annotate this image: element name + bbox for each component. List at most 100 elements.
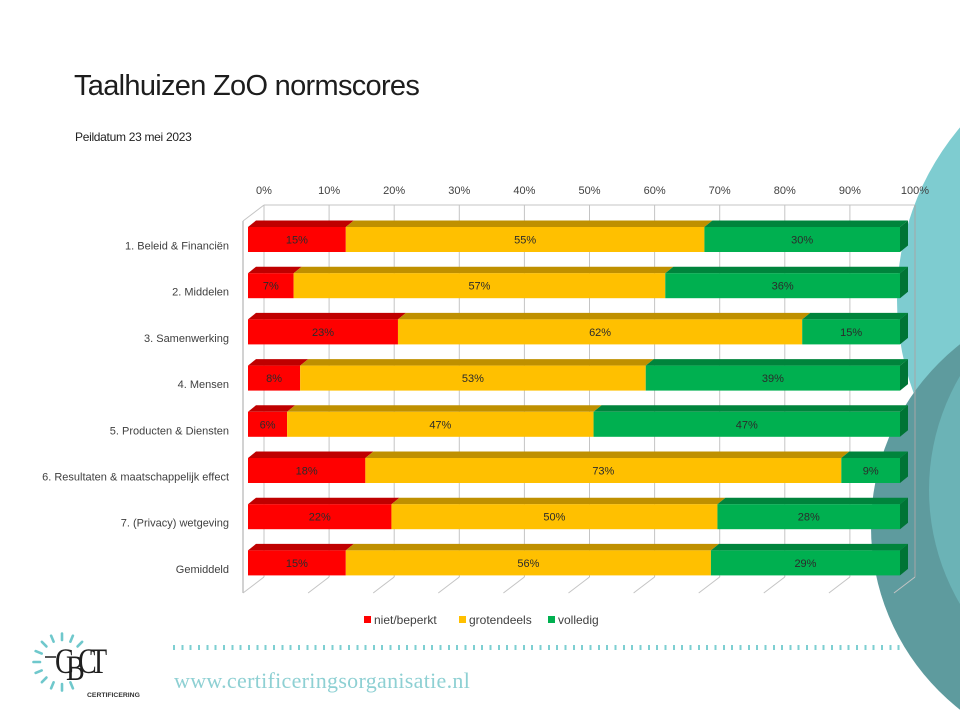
- logo-ray: [69, 634, 75, 643]
- bar-segment-grotendeels: [287, 411, 594, 437]
- data-label: 15%: [286, 558, 308, 570]
- bar-segment-top-face: [248, 312, 406, 320]
- legend-swatch: [548, 616, 555, 623]
- floor-gridline: [437, 576, 460, 594]
- logo-letter: C: [78, 641, 97, 681]
- bar-segment-volledig: [717, 504, 900, 530]
- bar-segment-top-face: [593, 405, 908, 412]
- bar-end-side-face: [900, 543, 908, 576]
- category-label: 6. Resultaten & maatschappelijk effect: [42, 472, 229, 484]
- bar-segment-volledig: [841, 458, 900, 483]
- bar-segment-volledig: [802, 319, 900, 345]
- floor-gridline: [763, 576, 786, 594]
- bars: [248, 220, 908, 576]
- bar-segment-niet-beperkt: [248, 504, 392, 530]
- category-label: Gemiddeld: [176, 564, 229, 576]
- data-label: 29%: [794, 558, 816, 570]
- bar-segment-volledig: [645, 365, 900, 391]
- bar-segment-top-face: [248, 405, 296, 412]
- bar-segment-grotendeels: [300, 365, 646, 391]
- bar-segment-grotendeels: [397, 319, 803, 345]
- legend-label: niet/beperkt: [374, 613, 437, 627]
- data-label: 23%: [312, 327, 334, 339]
- bar-segment-niet-beperkt: [248, 550, 346, 576]
- data-label: 22%: [309, 512, 331, 524]
- sun-rays-icon: [32, 632, 84, 692]
- x-tick-label: 90%: [839, 185, 861, 197]
- logo-letter: C: [55, 641, 74, 681]
- x-tick-label: 20%: [383, 185, 405, 197]
- x-tick-label: 10%: [318, 185, 340, 197]
- floor-gridline: [828, 576, 851, 594]
- bar-segment-niet-beperkt: [248, 227, 346, 252]
- bar-segment-grotendeels: [365, 458, 842, 483]
- bar-segment-niet-beperkt: [248, 458, 366, 483]
- bar-segment-grotendeels: [293, 273, 666, 299]
- logo-ray: [76, 640, 84, 648]
- bar-segment-top-face: [710, 543, 908, 551]
- category-label: 3. Samenwerking: [144, 333, 229, 345]
- bar-segment-volledig: [710, 550, 900, 576]
- category-label: 1. Beleid & Financiën: [125, 241, 229, 253]
- legend-item: grotendeels: [459, 613, 532, 627]
- bar-segment-volledig: [593, 411, 900, 437]
- cbct-logo: C B C T CERTIFICERING: [32, 632, 140, 699]
- floor-gridline: [307, 576, 330, 594]
- plot-side-wall-top-edge: [242, 204, 265, 222]
- bar-segment-top-face: [248, 266, 302, 274]
- floor-gridline: [372, 576, 395, 594]
- x-tick-label: 40%: [513, 185, 535, 197]
- bar-segment-top-face: [704, 220, 908, 227]
- bar-end-side-face: [900, 451, 908, 483]
- legend-swatch: [459, 616, 466, 623]
- bar-segment-grotendeels: [345, 227, 705, 252]
- bar-segment-grotendeels: [391, 504, 718, 530]
- bar-segment-top-face: [645, 359, 908, 366]
- data-label: 55%: [514, 235, 536, 247]
- x-tick-label: 70%: [709, 185, 731, 197]
- bar-segment-top-face: [345, 543, 719, 551]
- bar-segment-volledig: [704, 227, 900, 252]
- bar-segment-niet-beperkt: [248, 273, 294, 299]
- bar-row: [248, 359, 908, 391]
- data-label: 6%: [260, 419, 276, 431]
- bar-end-side-face: [900, 266, 908, 299]
- bar-segment-top-face: [300, 359, 654, 366]
- legend-label: grotendeels: [469, 613, 532, 627]
- logo-ray: [40, 676, 48, 684]
- bar-segment-top-face: [717, 497, 908, 505]
- legend-item: volledig: [548, 613, 599, 627]
- data-label: 18%: [296, 466, 318, 478]
- bar-segment-niet-beperkt: [248, 319, 398, 345]
- data-label: 62%: [589, 327, 611, 339]
- data-labels: 15% 55% 30% 7% 57% 36% 23% 62% 15% 8% 53% 39% 6% 47% 4…: [260, 235, 879, 570]
- logo-ray: [49, 634, 55, 643]
- data-label: 56%: [517, 558, 539, 570]
- bar-segment-niet-beperkt: [248, 365, 301, 391]
- category-label: 7. (Privacy) wetgeving: [121, 518, 229, 530]
- bar-row: [248, 312, 908, 345]
- bar-segment-top-face: [248, 543, 354, 551]
- floor-gridline: [242, 576, 265, 594]
- data-label: 73%: [592, 466, 614, 478]
- bar-row: [248, 266, 908, 299]
- bar-segment-top-face: [841, 451, 908, 458]
- bar-row: [248, 405, 908, 437]
- data-label: 30%: [791, 235, 813, 247]
- data-label: 15%: [286, 235, 308, 247]
- legend-item: niet/beperkt: [364, 613, 437, 627]
- data-label: 47%: [429, 419, 451, 431]
- website-url: www.certificeringsorganisatie.nl: [174, 668, 471, 693]
- slide-subtitle: Peildatum 23 mei 2023: [75, 130, 192, 144]
- bar-segment-top-face: [248, 220, 354, 227]
- logo-letter: B: [66, 648, 85, 688]
- bar-segment-top-face: [248, 359, 309, 366]
- bar-segment-top-face: [665, 266, 908, 274]
- category-label: 4. Mensen: [178, 379, 229, 391]
- bar-segment-top-face: [391, 497, 726, 505]
- logo-ray: [49, 681, 55, 690]
- floor-gridline: [698, 576, 721, 594]
- x-tick-label: 30%: [448, 185, 470, 197]
- x-tick-label: 100%: [901, 185, 929, 197]
- logo-letters: C B C T: [55, 641, 107, 688]
